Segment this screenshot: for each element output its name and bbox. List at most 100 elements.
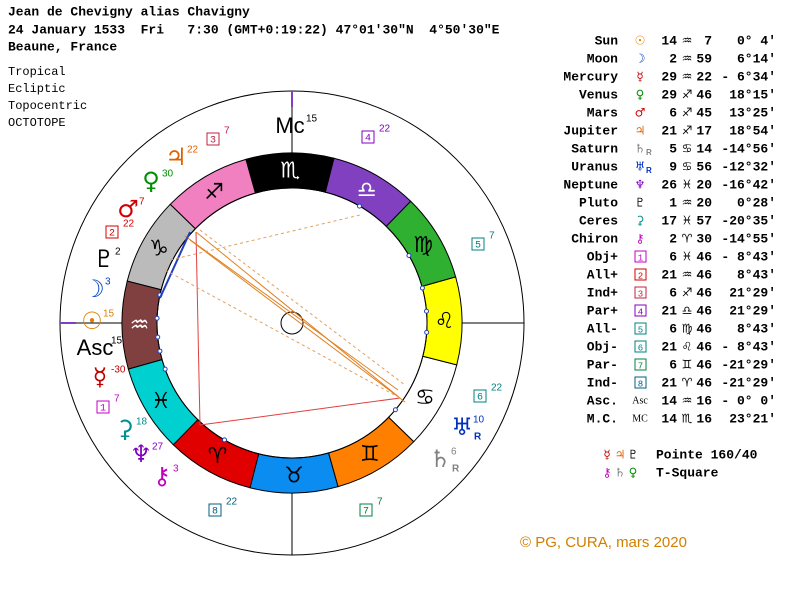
body-glyph: 1 [100, 404, 106, 415]
declination: 6°14' [737, 51, 776, 66]
body-number: 3 [105, 277, 111, 288]
body-glyph: ⚷ [636, 232, 645, 246]
body-number: 27 [152, 442, 164, 453]
sign-glyph: ♋ [682, 160, 693, 174]
degree: 21 [661, 303, 677, 318]
body-glyph: 6 [638, 343, 643, 353]
body-glyph: ☿ [93, 363, 108, 391]
body-box [359, 503, 373, 517]
body-glyph: ☿ [636, 70, 643, 84]
sign-glyph: ♒ [682, 394, 693, 408]
body-number: 15 [103, 309, 115, 320]
declination: -16°42' [721, 177, 776, 192]
sign-glyph: ♊ [682, 358, 693, 372]
glyph-box [634, 340, 647, 353]
declination: - 8°43' [721, 339, 776, 354]
body-glyph: ♃ [635, 124, 646, 138]
body-number: 10 [473, 415, 485, 426]
body-name: Sun [595, 33, 619, 48]
body-glyph: 4 [638, 307, 643, 317]
body-name: Mars [587, 105, 618, 120]
body-glyph: ⚷ [153, 462, 171, 490]
sign-glyph: ♐ [204, 180, 224, 205]
sign-glyph: ♒ [130, 313, 150, 338]
glyph-box [634, 376, 647, 389]
body-glyph: Mc [275, 113, 304, 138]
declination: 8°43' [737, 321, 776, 336]
sign-glyph: ♑ [149, 236, 169, 261]
body-name: Obj- [587, 339, 618, 354]
sign-glyph: ♎ [357, 178, 377, 203]
minute: 59 [696, 51, 712, 66]
position-dot [157, 348, 163, 354]
declination: 18°54' [729, 123, 776, 138]
degree: 29 [661, 87, 677, 102]
minute: 46 [696, 357, 712, 372]
body-glyph: ♆ [635, 178, 646, 192]
sign-glyph: ♈ [682, 376, 693, 390]
sign-glyph: ♐ [682, 88, 693, 102]
body-box [105, 225, 119, 239]
body-name: All- [587, 321, 618, 336]
body-glyph: ♃ [165, 143, 187, 171]
declination: - 8°43' [721, 249, 776, 264]
minute: 16 [696, 393, 712, 408]
degree: 21 [661, 375, 677, 390]
minute: 16 [696, 411, 712, 426]
glyph-box [634, 286, 647, 299]
inner-circle [156, 187, 428, 459]
body-name: Par- [587, 357, 618, 372]
body-number: 3 [173, 464, 179, 475]
minute: 45 [696, 105, 712, 120]
declination: 21°29' [729, 285, 776, 300]
setting: Ecliptic [8, 82, 66, 96]
pattern-glyph: ♀ [629, 466, 638, 480]
copyright: © PG, CURA, mars 2020 [520, 534, 687, 551]
minute: 20 [696, 195, 712, 210]
sign-glyph: ♐ [682, 286, 693, 300]
minute: 30 [696, 231, 712, 246]
body-glyph: 2 [109, 229, 115, 240]
body-number: 7 [489, 231, 495, 242]
body-number: 22 [491, 383, 503, 394]
pattern-glyph: ♄ [615, 466, 626, 480]
sign-glyph: ♉ [284, 463, 304, 488]
setting: OCTOTOPE [8, 116, 66, 130]
body-number: 22 [379, 124, 391, 135]
sign-glyph: ♊ [360, 442, 380, 467]
minute: 56 [696, 159, 712, 174]
degree: 21 [661, 267, 677, 282]
sign-glyph: ♐ [682, 106, 693, 120]
body-glyph: ⚳ [636, 214, 645, 228]
body-name: Saturn [571, 141, 618, 156]
declination: -20°35' [721, 213, 776, 228]
sign-glyph: ♏ [280, 159, 300, 184]
person-name: Jean de Chevigny alias Chavigny [8, 4, 250, 19]
sign-glyph: ♍ [682, 322, 693, 336]
declination: 8°43' [737, 267, 776, 282]
body-glyph: 1 [638, 253, 643, 263]
body-name: Ind- [587, 375, 618, 390]
sign-glyph: ♐ [682, 124, 693, 138]
sign-glyph: ♌ [435, 309, 455, 334]
sign-glyph: ♓ [682, 214, 693, 228]
declination: -21°29' [721, 375, 776, 390]
declination: 23°21' [729, 411, 776, 426]
body-glyph: ♂ [117, 195, 139, 223]
minute: 46 [696, 267, 712, 282]
declination: -12°32' [721, 159, 776, 174]
sign-glyph: ♒ [682, 52, 693, 66]
minute: 46 [696, 321, 712, 336]
pattern-glyph: ☿ [603, 448, 610, 462]
body-box [208, 503, 222, 517]
minute: 14 [696, 141, 712, 156]
sign-glyph: ♋ [682, 142, 693, 156]
body-number: 2 [115, 247, 121, 258]
position-dot [357, 203, 362, 209]
body-number: 15 [111, 336, 123, 347]
body-name: All+ [587, 267, 618, 282]
declination: -14°55' [721, 231, 776, 246]
minute: 7 [704, 33, 712, 48]
body-glyph: ☉ [81, 307, 103, 335]
declination: 13°25' [729, 105, 776, 120]
